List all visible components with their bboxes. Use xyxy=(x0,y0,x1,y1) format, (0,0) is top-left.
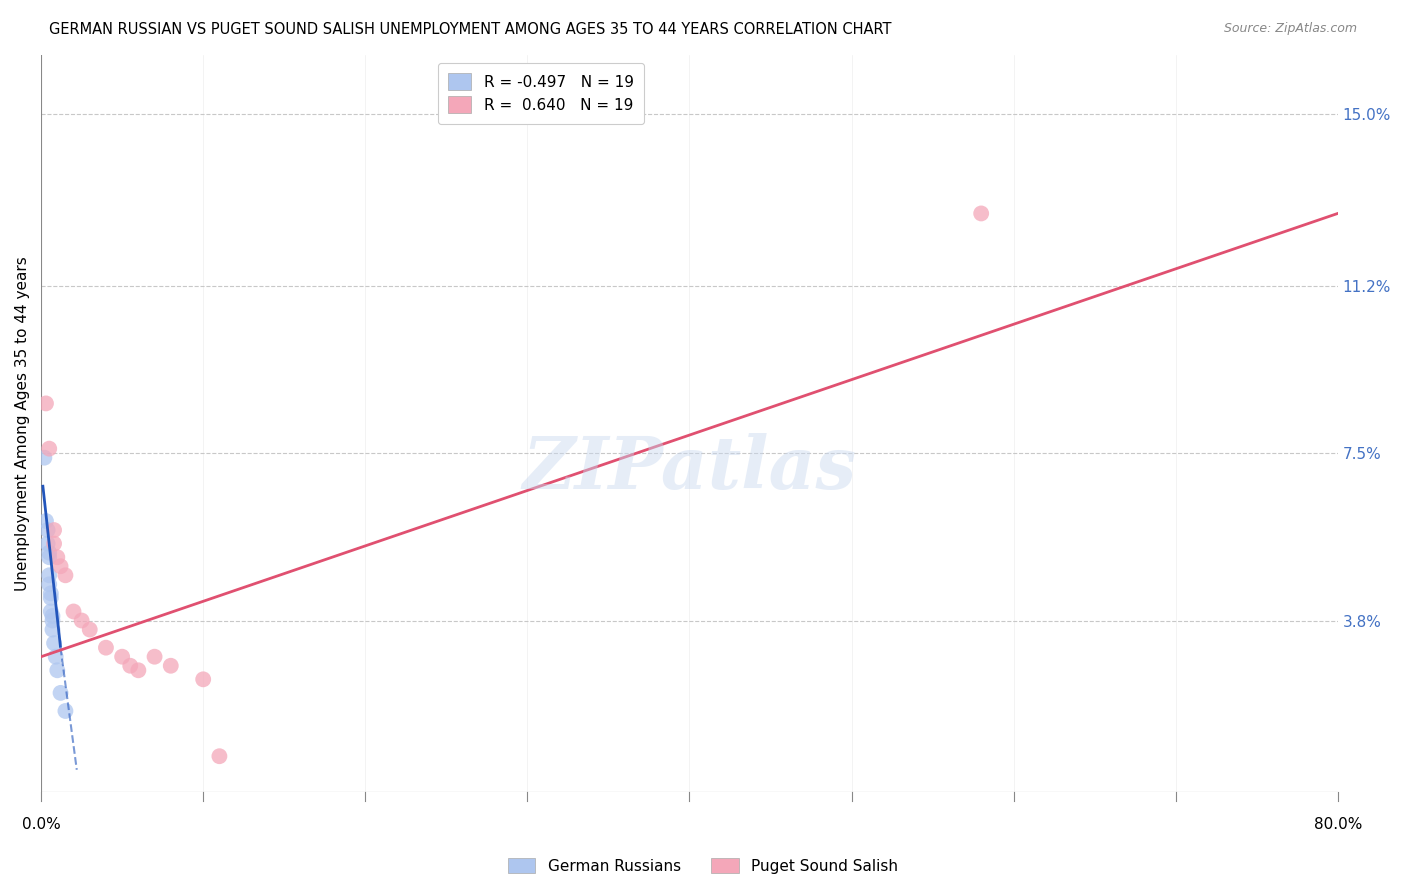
Point xyxy=(38,577,60,591)
Point xyxy=(42,523,65,537)
Point xyxy=(94,640,117,655)
Point xyxy=(39,605,62,619)
Point xyxy=(55,704,77,718)
Point xyxy=(120,658,142,673)
Point xyxy=(46,550,69,565)
Point xyxy=(55,568,77,582)
Point xyxy=(46,663,69,677)
Legend: German Russians, Puget Sound Salish: German Russians, Puget Sound Salish xyxy=(502,852,904,880)
Point xyxy=(127,663,149,677)
Point xyxy=(41,623,63,637)
Point xyxy=(193,673,215,687)
Point xyxy=(970,206,993,220)
Y-axis label: Unemployment Among Ages 35 to 44 years: Unemployment Among Ages 35 to 44 years xyxy=(15,256,30,591)
Point xyxy=(143,649,166,664)
Point xyxy=(208,749,231,764)
Text: ZIPatlas: ZIPatlas xyxy=(523,433,856,503)
Point xyxy=(41,609,63,624)
Point xyxy=(111,649,134,664)
Point xyxy=(34,450,56,465)
Point xyxy=(42,636,65,650)
Point xyxy=(62,605,84,619)
Point xyxy=(39,586,62,600)
Point xyxy=(70,614,93,628)
Point xyxy=(35,514,58,528)
Text: 0.0%: 0.0% xyxy=(21,817,60,832)
Point xyxy=(38,550,60,565)
Point xyxy=(38,442,60,456)
Point xyxy=(41,614,63,628)
Point xyxy=(37,536,59,550)
Point xyxy=(159,658,181,673)
Point xyxy=(42,536,65,550)
Point xyxy=(49,686,72,700)
Point xyxy=(35,396,58,410)
Text: Source: ZipAtlas.com: Source: ZipAtlas.com xyxy=(1223,22,1357,36)
Point xyxy=(49,559,72,574)
Point xyxy=(38,546,60,560)
Text: 80.0%: 80.0% xyxy=(1313,817,1362,832)
Legend: R = -0.497   N = 19, R =  0.640   N = 19: R = -0.497 N = 19, R = 0.640 N = 19 xyxy=(437,62,644,124)
Point xyxy=(79,623,101,637)
Point xyxy=(37,523,59,537)
Text: GERMAN RUSSIAN VS PUGET SOUND SALISH UNEMPLOYMENT AMONG AGES 35 TO 44 YEARS CORR: GERMAN RUSSIAN VS PUGET SOUND SALISH UNE… xyxy=(49,22,891,37)
Point xyxy=(39,591,62,605)
Point xyxy=(45,649,67,664)
Point xyxy=(38,568,60,582)
